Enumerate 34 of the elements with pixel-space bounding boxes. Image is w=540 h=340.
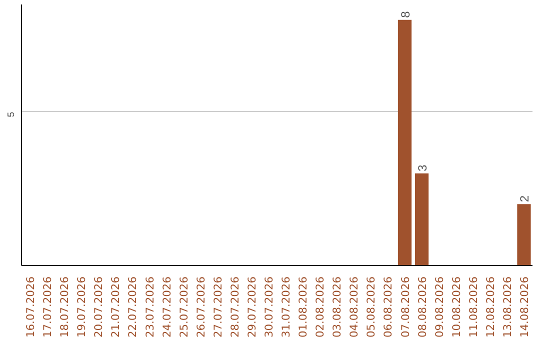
x-tick-label: 02.08.2026 <box>314 276 327 338</box>
x-tick-label: 29.07.2026 <box>245 276 258 338</box>
data-label: 8 <box>398 10 412 18</box>
x-tick-label: 17.07.2026 <box>41 276 54 338</box>
x-tick-label: 14.08.2026 <box>518 276 531 338</box>
x-tick-label: 05.08.2026 <box>364 276 378 338</box>
x-tick-label: 03.08.2026 <box>330 276 344 338</box>
x-tick-label: 22.07.2026 <box>126 276 140 338</box>
x-tick-label: 28.07.2026 <box>228 276 242 338</box>
y-tick-label: 5 <box>6 112 16 118</box>
x-tick-label: 18.07.2026 <box>58 276 72 338</box>
x-tick-label: 21.07.2026 <box>109 276 122 338</box>
x-tick-label: 09.08.2026 <box>432 276 446 338</box>
x-tick-label: 06.08.2026 <box>382 276 395 338</box>
x-tick-label: 25.07.2026 <box>177 276 190 338</box>
x-tick-label: 13.08.2026 <box>500 276 514 338</box>
x-tick-label: 20.07.2026 <box>92 276 106 338</box>
x-tick-label: 08.08.2026 <box>416 276 429 338</box>
x-tick-label: 01.08.2026 <box>296 276 310 338</box>
x-tick-label: 23.07.2026 <box>143 276 156 338</box>
x-tick-label: 24.07.2026 <box>160 276 174 338</box>
x-tick-label: 11.08.2026 <box>466 276 480 338</box>
x-tick-label: 19.07.2026 <box>75 276 88 338</box>
data-label: 3 <box>415 164 430 172</box>
x-tick-label: 04.08.2026 <box>348 276 361 338</box>
x-tick-label: 30.07.2026 <box>262 276 276 338</box>
x-tick-label: 26.07.2026 <box>194 276 208 338</box>
x-tick-label: 10.08.2026 <box>450 276 463 338</box>
x-tick-label: 12.08.2026 <box>484 276 497 338</box>
x-tick-label: 07.08.2026 <box>398 276 412 338</box>
data-label: 2 <box>517 195 532 202</box>
x-tick-label: 27.07.2026 <box>211 276 224 338</box>
x-tick-label: 16.07.2026 <box>24 276 38 338</box>
x-tick-label: 31.07.2026 <box>280 276 293 338</box>
